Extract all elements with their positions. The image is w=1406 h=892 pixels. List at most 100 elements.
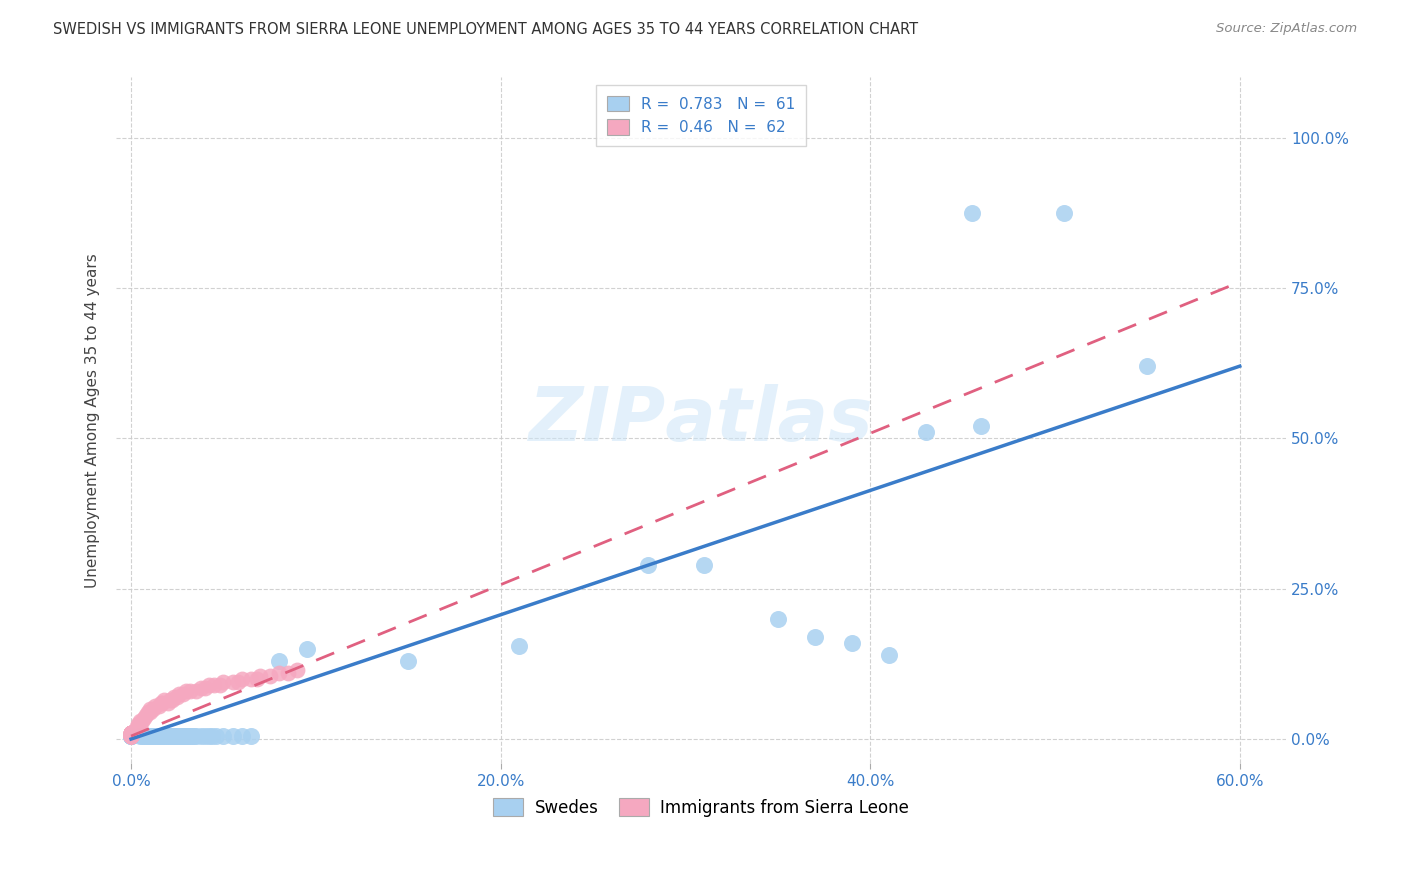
- Point: [156, 696, 179, 710]
- Point: [508, 639, 530, 653]
- Point: [160, 693, 183, 707]
- Point: [120, 726, 142, 740]
- Point: [153, 693, 176, 707]
- Point: [170, 729, 193, 743]
- Point: [132, 729, 155, 743]
- Point: [120, 729, 142, 743]
- Point: [841, 636, 863, 650]
- Point: [142, 729, 165, 743]
- Point: [138, 729, 160, 743]
- Point: [120, 729, 142, 743]
- Point: [167, 729, 190, 743]
- Point: [172, 687, 194, 701]
- Point: [240, 672, 263, 686]
- Point: [125, 720, 148, 734]
- Point: [120, 729, 142, 743]
- Point: [120, 726, 142, 740]
- Text: Source: ZipAtlas.com: Source: ZipAtlas.com: [1216, 22, 1357, 36]
- Point: [120, 726, 142, 740]
- Point: [970, 419, 993, 434]
- Point: [136, 729, 159, 743]
- Point: [120, 729, 142, 743]
- Point: [162, 690, 184, 704]
- Point: [165, 729, 187, 743]
- Point: [120, 729, 142, 743]
- Point: [120, 729, 142, 743]
- Text: ZIP​atlas: ZIP​atlas: [529, 384, 873, 457]
- Point: [1053, 206, 1076, 220]
- Point: [120, 729, 142, 743]
- Point: [267, 665, 290, 680]
- Point: [120, 726, 142, 740]
- Point: [159, 729, 181, 743]
- Point: [194, 729, 217, 743]
- Point: [184, 684, 207, 698]
- Point: [149, 696, 172, 710]
- Point: [267, 654, 290, 668]
- Point: [246, 672, 269, 686]
- Point: [1136, 359, 1159, 373]
- Point: [212, 674, 235, 689]
- Point: [120, 729, 142, 743]
- Point: [166, 729, 188, 743]
- Point: [152, 729, 174, 743]
- Point: [120, 726, 142, 740]
- Point: [226, 674, 249, 689]
- Point: [120, 729, 142, 743]
- Point: [295, 641, 318, 656]
- Point: [129, 714, 152, 728]
- Point: [197, 678, 219, 692]
- Point: [148, 729, 170, 743]
- Point: [120, 729, 142, 743]
- Point: [166, 690, 188, 704]
- Point: [155, 729, 177, 743]
- Point: [173, 729, 195, 743]
- Point: [693, 558, 716, 572]
- Point: [148, 698, 170, 713]
- Point: [202, 678, 225, 692]
- Point: [637, 558, 659, 572]
- Point: [120, 726, 142, 740]
- Point: [127, 717, 149, 731]
- Point: [172, 729, 194, 743]
- Point: [120, 729, 142, 743]
- Point: [138, 702, 160, 716]
- Point: [277, 665, 299, 680]
- Point: [221, 729, 243, 743]
- Point: [167, 687, 190, 701]
- Point: [285, 663, 308, 677]
- Point: [156, 729, 179, 743]
- Y-axis label: Unemployment Among Ages 35 to 44 years: Unemployment Among Ages 35 to 44 years: [86, 253, 100, 588]
- Point: [396, 654, 419, 668]
- Point: [159, 693, 181, 707]
- Point: [120, 726, 142, 740]
- Point: [877, 648, 900, 662]
- Point: [179, 684, 201, 698]
- Point: [766, 612, 789, 626]
- Point: [190, 729, 212, 743]
- Point: [212, 729, 235, 743]
- Point: [183, 729, 205, 743]
- Point: [120, 729, 142, 743]
- Point: [205, 729, 228, 743]
- Point: [176, 729, 198, 743]
- Point: [120, 726, 142, 740]
- Point: [120, 729, 142, 743]
- Point: [143, 729, 166, 743]
- Point: [120, 726, 142, 740]
- Text: SWEDISH VS IMMIGRANTS FROM SIERRA LEONE UNEMPLOYMENT AMONG AGES 35 TO 44 YEARS C: SWEDISH VS IMMIGRANTS FROM SIERRA LEONE …: [53, 22, 918, 37]
- Point: [184, 729, 207, 743]
- Point: [146, 729, 169, 743]
- Point: [120, 729, 142, 743]
- Point: [914, 425, 936, 440]
- Point: [131, 714, 153, 728]
- Point: [143, 698, 166, 713]
- Point: [177, 729, 200, 743]
- Point: [960, 206, 983, 220]
- Point: [135, 729, 157, 743]
- Point: [197, 729, 219, 743]
- Point: [240, 729, 263, 743]
- Point: [129, 729, 152, 743]
- Point: [201, 729, 224, 743]
- Point: [194, 681, 217, 695]
